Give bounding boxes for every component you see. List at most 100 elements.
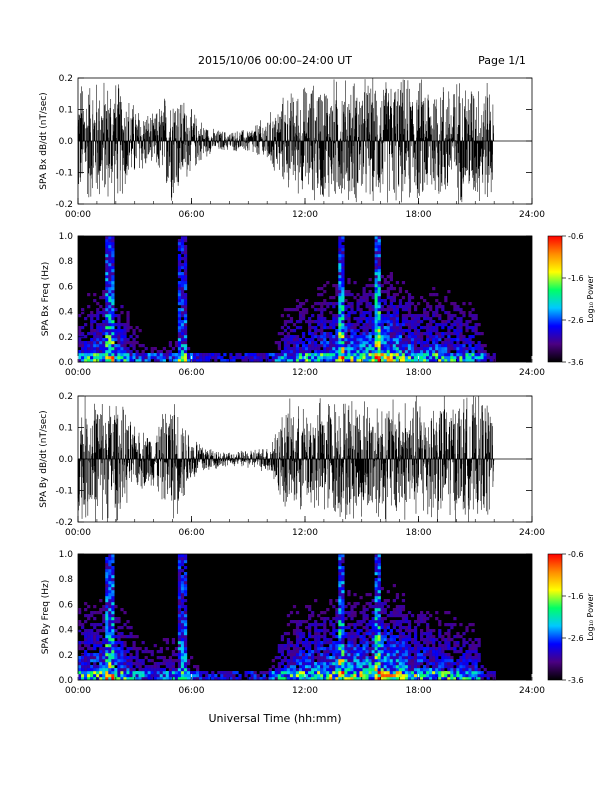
bx-spec-cell <box>429 353 433 357</box>
by-spec-cell <box>247 671 251 675</box>
by-spec-cell <box>413 632 418 636</box>
by-spec-cell <box>117 638 121 642</box>
bx-spec-cell <box>471 350 475 354</box>
by-spec-cell <box>329 644 333 648</box>
by-spec-cell <box>435 617 439 621</box>
by-spec-cell <box>320 671 324 675</box>
by-spec-cell <box>317 674 321 678</box>
by-spec-cell <box>386 641 390 645</box>
bx-spec-cell <box>383 299 387 303</box>
by-spec-cell <box>392 677 396 681</box>
bx-spec-cell <box>377 248 381 252</box>
bx-spec-cell <box>392 353 396 357</box>
bx-spec-cell <box>486 353 490 357</box>
bx-spec-cell <box>386 338 390 342</box>
bx-spec-cell <box>292 308 297 312</box>
by-spec-cell <box>108 596 112 600</box>
bx-spec-cell <box>123 353 127 357</box>
bx-spec-cell <box>292 344 297 348</box>
by-spec-cell <box>171 665 176 669</box>
by-spec-cell <box>377 662 381 666</box>
by-spec-cell <box>286 653 291 657</box>
by-spec-cell <box>87 662 91 666</box>
by-spec-cell <box>108 566 112 570</box>
by-spec-cell <box>314 647 318 651</box>
by-spec-cell <box>368 647 372 651</box>
by-spec-cell <box>386 590 390 594</box>
bx-spec-cell <box>450 344 454 348</box>
bx-spec-cell <box>377 341 381 345</box>
bx-spec-cell <box>108 302 112 306</box>
bx-spec-cell <box>459 359 463 363</box>
by-spec-cell <box>356 656 360 660</box>
bx-spec-cell <box>341 299 345 303</box>
by-spec-cell <box>96 674 100 678</box>
bx-spec-cell <box>450 317 454 321</box>
by-spec-cell <box>335 671 339 675</box>
bx-spec-cell <box>229 359 233 363</box>
bx-spec-cell <box>401 281 406 285</box>
bx-spec-cell <box>177 245 182 249</box>
by-spec-cell <box>311 653 315 657</box>
by-spec-cell <box>129 665 133 669</box>
by-spec-cell <box>374 605 378 609</box>
bx-spec-cell <box>90 353 94 357</box>
by-spec-cell <box>453 674 457 678</box>
bx-spec-cell <box>377 308 381 312</box>
bx-spec-cell <box>126 329 130 333</box>
bx-spec-cell <box>413 320 418 324</box>
by-spec-cell <box>326 629 330 633</box>
by-spec-cell <box>102 638 106 642</box>
by-spec-cell <box>347 668 351 672</box>
by-spec-cell <box>274 677 278 681</box>
by-spec-cell <box>120 653 124 657</box>
bx-spec-cell <box>317 314 321 318</box>
bx-spec-cell <box>395 293 400 297</box>
bx-spec-cell <box>480 356 484 360</box>
by-spec-cell <box>341 590 345 594</box>
by-spec-cell <box>289 668 294 672</box>
by-spec-cell <box>347 674 351 678</box>
bx-spec-cell <box>177 329 182 333</box>
bx-spec-cell <box>132 341 136 345</box>
by-spec-cell <box>438 650 442 654</box>
bx-spec-cell <box>111 308 115 312</box>
by-spec-cell <box>111 626 115 630</box>
bx-spec-cell <box>114 314 118 318</box>
bx-spectrogram-cells <box>78 236 496 363</box>
bx-spec-cell <box>108 239 112 243</box>
bx-spec-cell <box>314 344 318 348</box>
by-spec-cell <box>438 653 442 657</box>
by-spec-cell <box>326 668 330 672</box>
bx-spec-cell <box>144 356 148 360</box>
bx-spec-cell <box>105 332 109 336</box>
bx-spec-cell <box>183 299 188 303</box>
bx-spec-cell <box>468 344 472 348</box>
by-spec-cell <box>362 665 366 669</box>
by-spec-cell <box>404 614 409 618</box>
by-spec-cell <box>317 641 321 645</box>
bx-spec-cell <box>117 353 121 357</box>
by-spec-cell <box>102 614 106 618</box>
bx-spec-cell <box>329 332 333 336</box>
by-spec-cell <box>105 569 109 573</box>
bx-spec-cell <box>105 287 109 291</box>
by-spec-cell <box>114 671 118 675</box>
by-spec-cell <box>435 677 439 681</box>
bx-spec-cell <box>453 305 457 309</box>
by-spec-cell <box>183 671 188 675</box>
bx-spec-cell <box>277 356 281 360</box>
by-waveform <box>77 396 532 522</box>
bx-spec-cell <box>308 317 312 321</box>
bx-spec-cell <box>114 308 118 312</box>
bx-spec-cell <box>111 329 115 333</box>
by-spec-cell <box>338 590 342 594</box>
bx-spec-cell <box>283 323 288 327</box>
by-spec-cell <box>120 671 124 675</box>
bx-spec-cell <box>311 359 315 363</box>
by-spec-cell <box>105 659 109 663</box>
bx-spec-cell <box>301 335 306 339</box>
bx-spec-cell <box>314 347 318 351</box>
bx-spec-cell <box>90 329 94 333</box>
by-spec-cell <box>426 671 430 675</box>
